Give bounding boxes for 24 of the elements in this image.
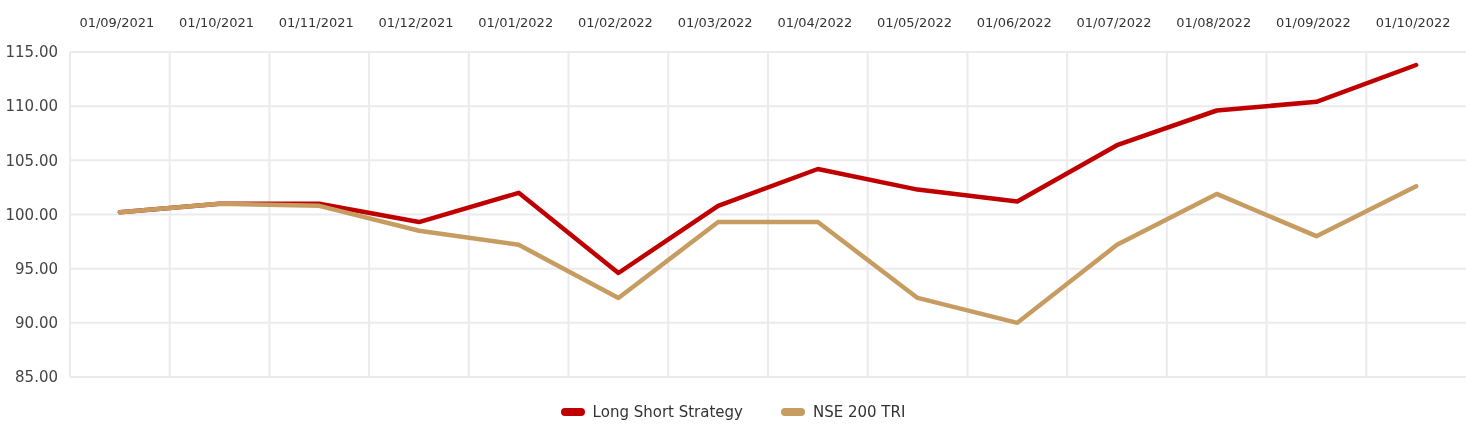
line-series [117,184,1419,326]
legend-label: NSE 200 TRI [812,403,906,421]
y-tick-label: 85.00 [15,368,58,387]
x-tick-label: 01/10/2021 [179,15,255,30]
y-tick-label: 95.00 [15,259,58,278]
x-tick-label: 01/07/2022 [1076,15,1152,30]
x-tick-label: 01/01/2022 [478,15,554,30]
x-tick-label: 01/03/2022 [677,15,753,30]
x-tick-label: 01/09/2022 [1275,15,1351,30]
x-tick-label: 01/06/2022 [976,15,1052,30]
y-tick-label: 90.00 [15,314,58,333]
x-tick-label: 01/09/2021 [79,15,155,30]
y-tick-label: 115.00 [5,43,58,62]
x-tick-label: 01/12/2021 [378,15,454,30]
x-tick-label: 01/02/2022 [577,15,653,30]
x-tick-label: 01/04/2022 [777,15,853,30]
legend-label: Long Short Strategy [592,403,743,421]
y-tick-label: 105.00 [5,151,58,170]
x-tick-label: 01/08/2022 [1176,15,1252,30]
x-tick-label: 01/05/2022 [877,15,953,30]
y-tick-label: 110.00 [5,97,58,116]
y-tick-label: 100.00 [5,205,58,224]
x-tick-label: 01/11/2021 [278,15,354,30]
x-tick-label: 01/10/2022 [1375,15,1451,30]
